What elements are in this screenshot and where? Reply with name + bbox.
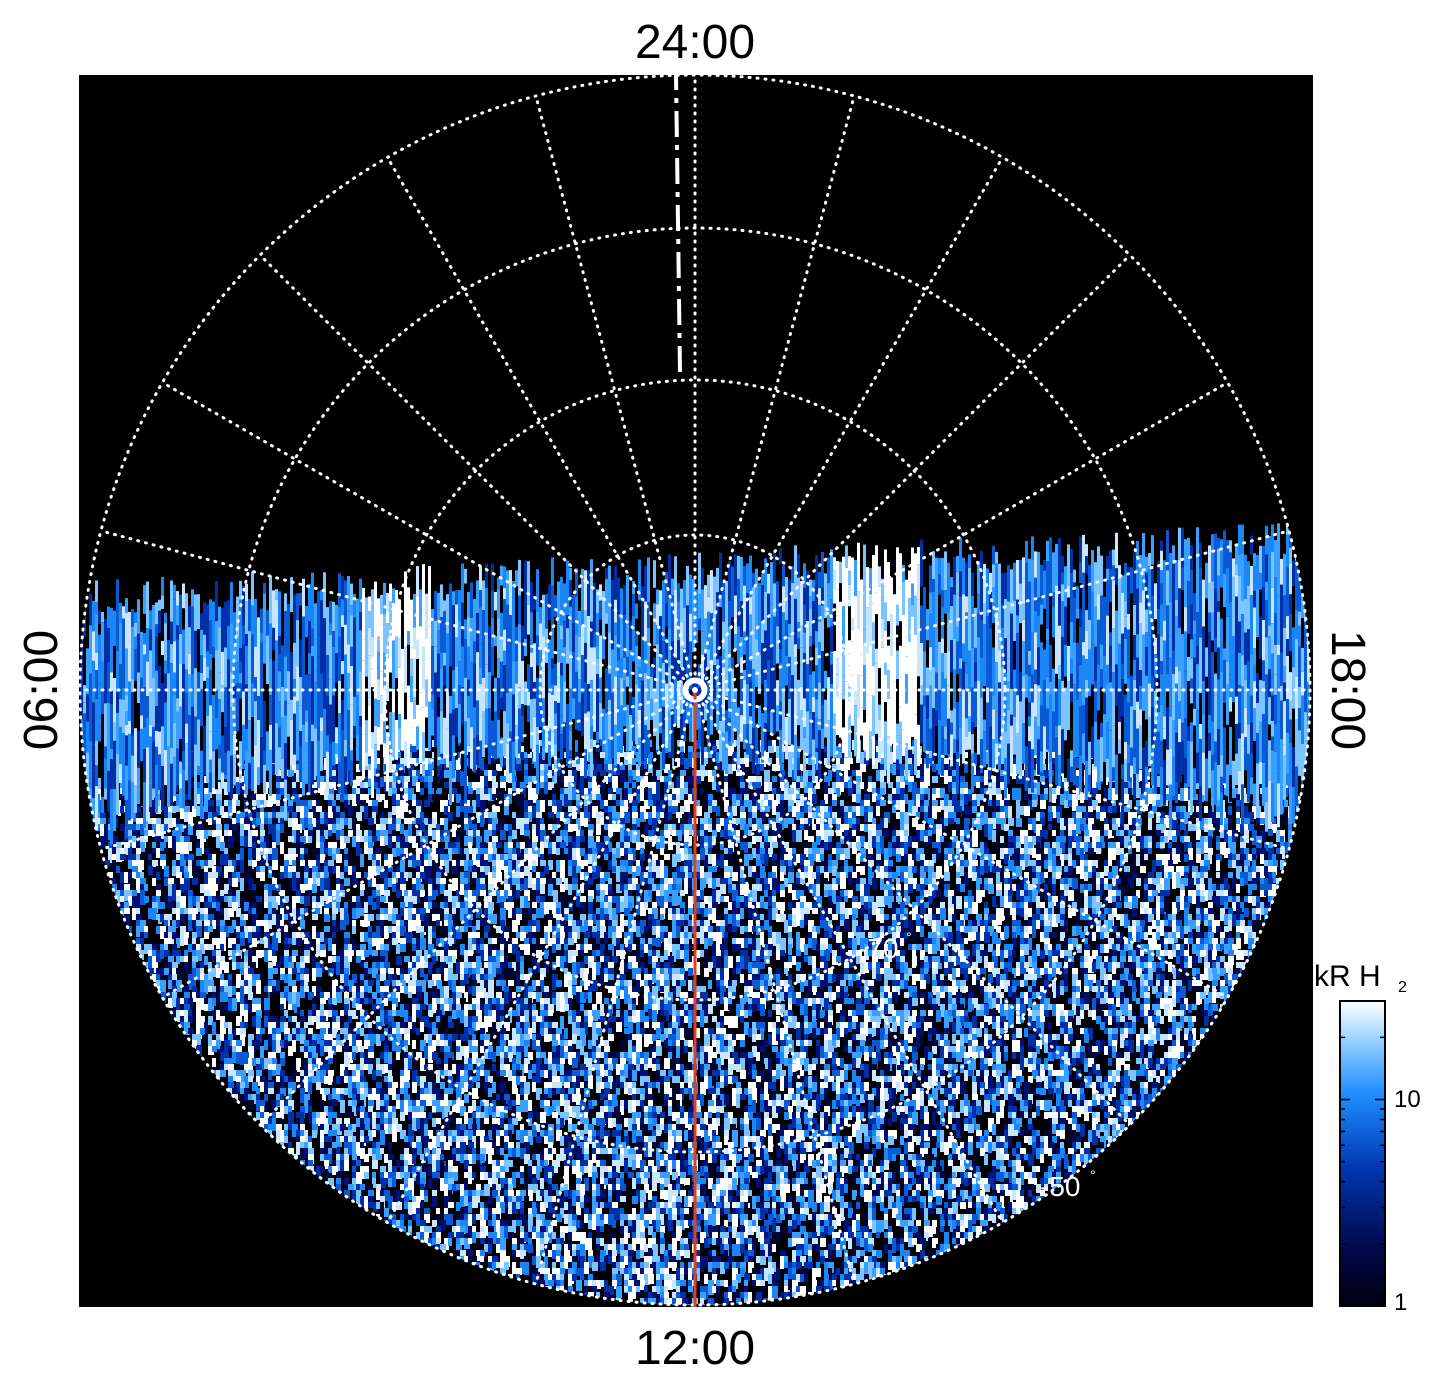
local-time-label-top: 24:00 xyxy=(635,16,755,69)
latitude-label-70: -70 ° xyxy=(858,929,912,964)
local-time-label-left: 06:00 xyxy=(15,630,68,750)
colorbar-label: kR H xyxy=(1314,960,1381,993)
colorbar-tick-1: 1 xyxy=(1394,1289,1407,1316)
latitude-label-50: -50 ° xyxy=(1040,1167,1096,1202)
colorbar-gradient xyxy=(1339,1000,1386,1307)
colorbar: kR H 2 10 1 xyxy=(1314,960,1421,1316)
local-time-label-bottom: 12:00 xyxy=(635,1322,755,1375)
pole-marker-icon xyxy=(682,677,708,703)
colorbar-tick-10: 10 xyxy=(1394,1086,1421,1113)
colorbar-label-subscript: 2 xyxy=(1398,979,1407,996)
local-time-label-right: 18:00 xyxy=(1321,630,1374,750)
